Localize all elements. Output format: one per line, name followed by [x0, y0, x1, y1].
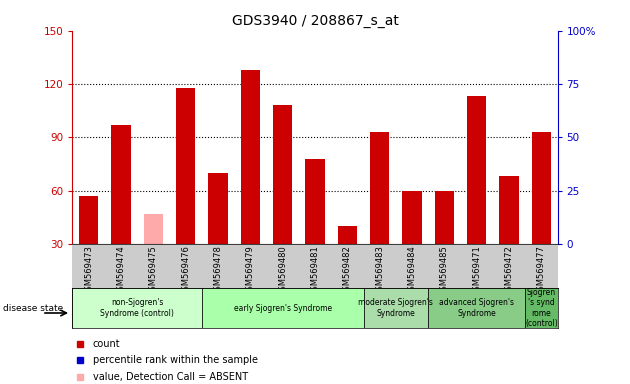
Text: advanced Sjogren's
Syndrome: advanced Sjogren's Syndrome [439, 298, 514, 318]
Bar [273, 105, 292, 244]
Text: Sjogren
's synd
rome
(control): Sjogren 's synd rome (control) [525, 288, 558, 328]
Text: GSM569478: GSM569478 [214, 245, 222, 296]
Bar [176, 88, 195, 244]
Text: GSM569482: GSM569482 [343, 245, 352, 296]
Text: GSM569485: GSM569485 [440, 245, 449, 296]
Title: GDS3940 / 208867_s_at: GDS3940 / 208867_s_at [232, 14, 398, 28]
Text: GSM569484: GSM569484 [408, 245, 416, 296]
Text: GSM569472: GSM569472 [505, 245, 513, 296]
Bar [112, 125, 130, 244]
Text: GSM569481: GSM569481 [311, 245, 319, 296]
Bar [403, 190, 421, 244]
Text: GSM569475: GSM569475 [149, 245, 158, 296]
Bar [467, 96, 486, 244]
Text: GSM569473: GSM569473 [84, 245, 93, 296]
Text: GSM569483: GSM569483 [375, 245, 384, 296]
Text: value, Detection Call = ABSENT: value, Detection Call = ABSENT [93, 371, 248, 382]
Bar [435, 190, 454, 244]
Bar [500, 176, 518, 244]
Text: non-Sjogren's
Syndrome (control): non-Sjogren's Syndrome (control) [100, 298, 174, 318]
Text: count: count [93, 339, 120, 349]
Text: GSM569479: GSM569479 [246, 245, 255, 296]
Bar [209, 173, 227, 244]
Text: GSM569471: GSM569471 [472, 245, 481, 296]
Text: percentile rank within the sample: percentile rank within the sample [93, 355, 258, 366]
Bar [370, 132, 389, 244]
Bar [79, 196, 98, 244]
Text: moderate Sjogren's
Syndrome: moderate Sjogren's Syndrome [358, 298, 433, 318]
Bar [532, 132, 551, 244]
Bar [306, 159, 324, 244]
Bar [241, 70, 260, 244]
Bar [428, 288, 525, 328]
Bar [364, 288, 428, 328]
Text: GSM569474: GSM569474 [117, 245, 125, 296]
Bar [72, 288, 202, 328]
Bar [525, 288, 558, 328]
Bar [202, 288, 364, 328]
Text: GSM569480: GSM569480 [278, 245, 287, 296]
Text: disease state: disease state [3, 304, 64, 313]
Text: GSM569476: GSM569476 [181, 245, 190, 296]
Text: GSM569477: GSM569477 [537, 245, 546, 296]
Bar [338, 226, 357, 244]
Bar [144, 214, 163, 244]
Text: early Sjogren's Syndrome: early Sjogren's Syndrome [234, 304, 332, 313]
